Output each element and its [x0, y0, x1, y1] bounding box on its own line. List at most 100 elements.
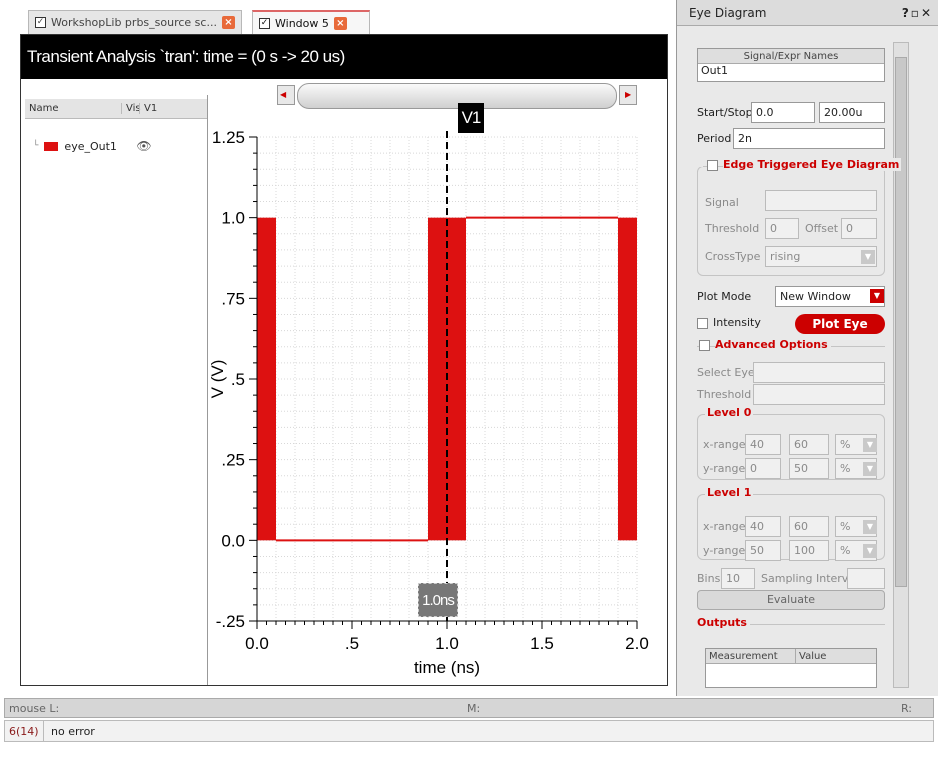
panel-scrollbar[interactable]: [893, 42, 909, 688]
mouse-l-label: mouse L:: [9, 702, 60, 715]
y-tick-label: .25: [221, 451, 245, 470]
scrollbar-thumb[interactable]: [895, 57, 907, 587]
plot-mode-label: Plot Mode: [697, 290, 752, 303]
level0-y-max[interactable]: 50: [789, 458, 829, 479]
level0-x-min[interactable]: 40: [745, 434, 781, 455]
scroll-right-button[interactable]: ▶: [619, 85, 637, 105]
sampling-interval-label: Sampling Interval: [761, 572, 859, 585]
eye-visibility-icon[interactable]: 👁: [136, 139, 152, 153]
signal-label: Signal: [705, 196, 739, 209]
delta-marker[interactable]: 1.0ns: [418, 583, 458, 617]
chevron-down-icon[interactable]: ▼: [861, 250, 875, 264]
legend-item[interactable]: └ eye_Out1 👁: [33, 139, 152, 153]
window-icon: ✓: [35, 17, 46, 28]
start-stop-label: Start/Stop: [697, 106, 753, 119]
trace-color-swatch: [44, 141, 59, 151]
scroll-thumb[interactable]: [297, 83, 617, 109]
tree-line-icon: └: [33, 141, 39, 151]
legend-signal-name: eye_Out1: [64, 139, 117, 153]
y-tick-label: 0.0: [221, 531, 245, 550]
crosstype-label: CrossType: [705, 250, 761, 263]
panel-titlebar: Eye Diagram ?▫✕: [677, 0, 938, 26]
plot-axes: [249, 136, 638, 629]
level0-y-min[interactable]: 0: [745, 458, 781, 479]
y-tick-label: 1.25: [212, 131, 245, 147]
x-scroll-slider[interactable]: ◀ ▶: [277, 83, 639, 109]
signal-field[interactable]: [765, 190, 877, 211]
close-icon[interactable]: ×: [333, 16, 347, 30]
tab-schematic[interactable]: ✓ WorkshopLib prbs_source sc... ×: [28, 10, 242, 34]
close-icon[interactable]: ×: [221, 16, 235, 29]
chevron-down-icon[interactable]: ▼: [863, 520, 877, 534]
advanced-options-checkbox[interactable]: [699, 340, 710, 351]
legend-col-name: Name: [29, 103, 59, 114]
signal-expr-list[interactable]: Signal/Expr Names Out1: [697, 48, 885, 82]
x-tick-label: 2.0: [625, 634, 649, 653]
xrange-label: x-range: [703, 520, 746, 533]
float-icon[interactable]: ▫: [910, 5, 921, 20]
bins-field[interactable]: 10: [721, 568, 755, 589]
start-field[interactable]: 0.0: [751, 102, 815, 123]
panel-controls[interactable]: ?▫✕: [902, 6, 933, 20]
message-status-bar: 6(14) no error: [4, 720, 934, 742]
threshold2-field[interactable]: [753, 384, 885, 405]
measurement-column: Measurement: [706, 649, 796, 663]
level1-label: Level 1: [705, 486, 754, 499]
period-label: Period: [697, 132, 732, 145]
evaluate-button[interactable]: Evaluate: [697, 590, 885, 610]
yrange-label: y-range: [703, 544, 746, 557]
chevron-down-icon[interactable]: ▼: [863, 462, 877, 476]
plot-eye-button[interactable]: Plot Eye: [795, 314, 885, 334]
help-icon[interactable]: ?: [901, 5, 911, 20]
waveform-plot[interactable]: -.250.0.25.5.751.01.250.0.51.01.52.0 V (…: [211, 131, 667, 685]
select-eye-field[interactable]: [753, 362, 885, 383]
stop-field[interactable]: 20.00u: [819, 102, 885, 123]
mouse-status-bar: mouse L: M: R:: [4, 698, 934, 718]
level1-y-min[interactable]: 50: [745, 540, 781, 561]
x-tick-label: 1.0: [435, 634, 459, 653]
cursor-v1-marker[interactable]: V1: [458, 103, 484, 133]
level0-x-max[interactable]: 60: [789, 434, 829, 455]
legend-col-vis: Vis: [121, 103, 141, 114]
y-axis-label: V (V): [211, 360, 227, 399]
chevron-down-icon[interactable]: ▼: [863, 544, 877, 558]
eye-diagram-panel: Eye Diagram ?▫✕ Signal/Expr Names Out1 S…: [676, 0, 938, 696]
select-eye-label: Select Eye: [697, 366, 755, 379]
waveform-window: Transient Analysis `tran': time = (0 s -…: [20, 34, 668, 686]
left-arrow-icon: ◀: [280, 90, 287, 99]
window-icon: ✓: [259, 17, 270, 29]
threshold2-label: Threshold: [697, 388, 752, 401]
chevron-down-icon[interactable]: ▼: [870, 289, 884, 303]
signal-expr-value[interactable]: Out1: [701, 64, 728, 77]
plot-mode-select[interactable]: New Window: [775, 286, 885, 307]
plot-title: Transient Analysis `tran': time = (0 s -…: [21, 35, 667, 79]
crosstype-select[interactable]: rising: [765, 246, 877, 267]
scroll-left-button[interactable]: ◀: [277, 85, 295, 105]
right-arrow-icon: ▶: [625, 90, 632, 99]
outputs-table[interactable]: Measurement Value: [705, 648, 877, 688]
edge-trigger-checkbox[interactable]: [707, 160, 718, 171]
threshold-field[interactable]: 0: [765, 218, 799, 239]
yrange-label: y-range: [703, 462, 746, 475]
y-tick-label: 1.0: [221, 209, 245, 228]
status-message: no error: [51, 725, 95, 738]
chevron-down-icon[interactable]: ▼: [863, 438, 877, 452]
bins-label: Bins: [697, 572, 721, 585]
eye-transition-band: [618, 217, 637, 541]
close-icon[interactable]: ✕: [920, 5, 933, 20]
offset-field[interactable]: 0: [841, 218, 877, 239]
legend-divider[interactable]: [207, 95, 208, 685]
intensity-checkbox[interactable]: [697, 318, 708, 329]
sampling-interval-field[interactable]: [847, 568, 885, 589]
eye-transition-band: [257, 217, 276, 541]
xrange-label: x-range: [703, 438, 746, 451]
level1-x-min[interactable]: 40: [745, 516, 781, 537]
outputs-label: Outputs: [697, 616, 750, 629]
period-field[interactable]: 2n: [733, 128, 885, 149]
edge-trigger-label: Edge Triggered Eye Diagram: [723, 158, 902, 171]
level1-x-max[interactable]: 60: [789, 516, 829, 537]
level1-y-max[interactable]: 100: [789, 540, 829, 561]
x-tick-label: .5: [345, 634, 359, 653]
tab-bar: ✓ WorkshopLib prbs_source sc... × ✓ Wind…: [20, 8, 668, 34]
tab-window-5[interactable]: ✓ Window 5 ×: [252, 10, 370, 34]
